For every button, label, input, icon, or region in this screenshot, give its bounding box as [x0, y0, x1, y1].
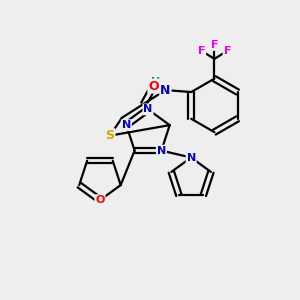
Text: H: H: [151, 77, 160, 87]
Text: N: N: [187, 152, 196, 163]
Text: N: N: [143, 104, 153, 114]
Text: F: F: [224, 46, 231, 56]
Text: F: F: [211, 40, 218, 50]
Text: S: S: [106, 129, 115, 142]
Text: O: O: [95, 195, 105, 205]
Text: N: N: [157, 146, 166, 156]
Text: N: N: [122, 120, 131, 130]
Text: F: F: [198, 46, 205, 56]
Text: O: O: [148, 80, 159, 93]
Text: N: N: [160, 84, 171, 97]
